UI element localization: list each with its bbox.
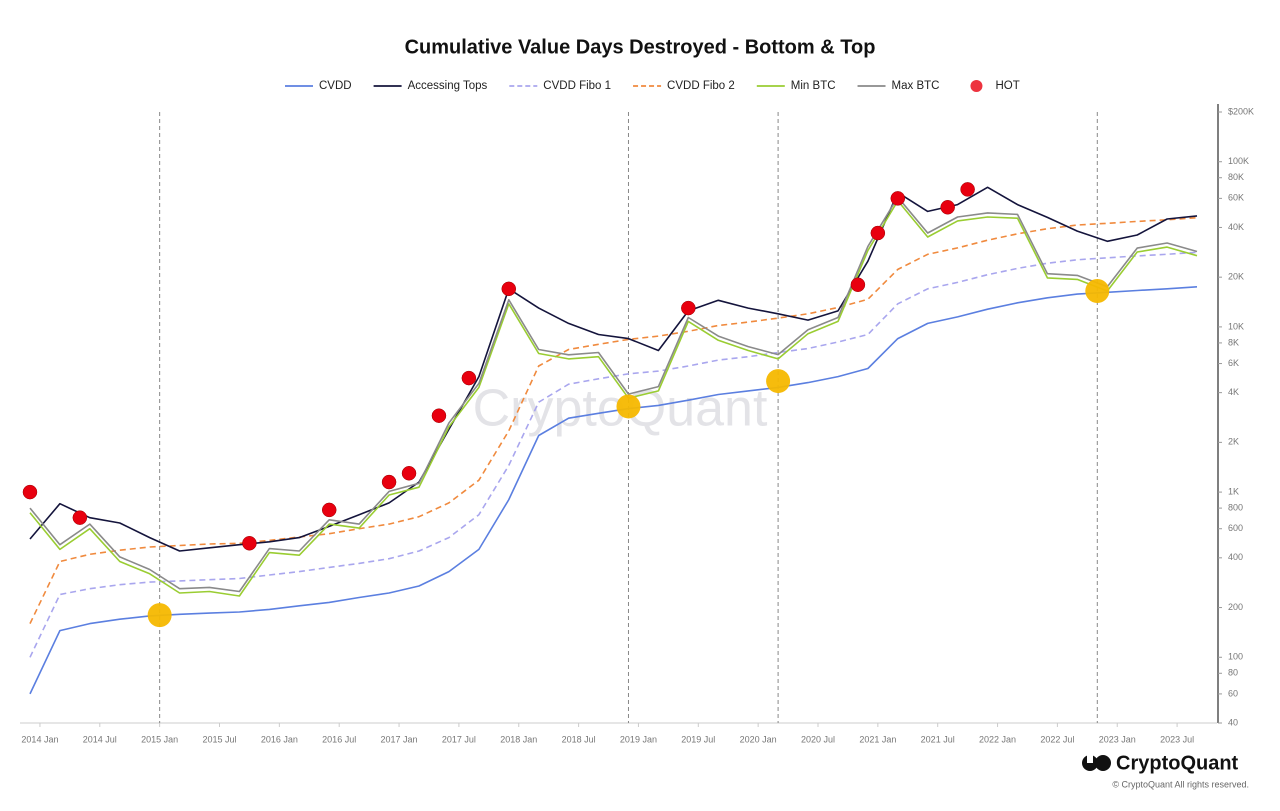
x-tick-label: 2023 Jan	[1099, 734, 1136, 744]
x-tick-label: 2019 Jan	[620, 734, 657, 744]
y-tick-label: 40K	[1228, 222, 1244, 232]
series-line	[29, 216, 1198, 624]
copyright: © CryptoQuant All rights reserved.	[1112, 779, 1249, 789]
x-tick-label: 2021 Jul	[921, 734, 955, 744]
legend-label: Max BTC	[892, 80, 940, 92]
hot-point	[940, 200, 955, 215]
brand-logo	[1082, 755, 1111, 771]
hot-point	[461, 370, 477, 386]
bottom-point	[616, 394, 641, 419]
legend-item: CVDD	[285, 80, 352, 92]
x-tick-label: 2018 Jan	[500, 734, 537, 744]
x-tick-label: 2022 Jul	[1040, 734, 1074, 744]
y-tick-label: 8K	[1228, 337, 1239, 347]
x-tick-label: 2014 Jul	[83, 734, 117, 744]
y-tick-label: 200	[1228, 602, 1243, 612]
hot-point	[431, 408, 447, 423]
x-tick-label: 2016 Jul	[322, 734, 356, 744]
legend-label: CVDD Fibo 1	[543, 80, 611, 92]
hot-point	[960, 182, 975, 197]
series-line	[29, 286, 1198, 695]
hot-point	[850, 277, 866, 292]
x-tick-label: 2016 Jan	[261, 734, 298, 744]
legend-label: HOT	[995, 80, 1019, 92]
legend-item: Accessing Tops	[373, 80, 488, 92]
chart-title: Cumulative Value Days Destroyed - Bottom…	[405, 36, 876, 58]
hot-point	[681, 300, 696, 316]
legend-item: HOT	[970, 80, 1020, 92]
y-tick-label: 2K	[1228, 437, 1239, 447]
series-line	[29, 186, 1198, 552]
hot-point	[501, 281, 517, 297]
y-tick-label: $200K	[1228, 106, 1254, 116]
x-tick-label: 2018 Jul	[562, 734, 596, 744]
x-tick-label: 2015 Jan	[141, 734, 178, 744]
hot-point	[22, 484, 38, 500]
legend-item: Min BTC	[756, 80, 836, 92]
x-tick-label: 2014 Jan	[21, 734, 58, 744]
y-tick-label: 100	[1228, 652, 1243, 662]
y-tick-label: 600	[1228, 523, 1243, 533]
y-tick-label: 80K	[1228, 172, 1244, 182]
legend-label: CVDD Fibo 2	[667, 80, 735, 92]
hot-point	[242, 536, 257, 551]
hot-point	[401, 466, 417, 481]
series-line	[29, 196, 1198, 593]
hot-point	[321, 502, 337, 518]
y-tick-label: 60K	[1228, 193, 1244, 203]
y-tick-label: 10K	[1228, 321, 1244, 331]
x-tick-label: 2021 Jan	[859, 734, 896, 744]
legend-label: Accessing Tops	[408, 80, 488, 92]
y-tick-label: 800	[1228, 502, 1243, 512]
y-tick-label: 4K	[1228, 387, 1239, 397]
y-tick-label: 20K	[1228, 272, 1244, 282]
x-tick-label: 2023 Jul	[1160, 734, 1194, 744]
y-tick-label: 6K	[1228, 358, 1239, 368]
legend-item: Max BTC	[857, 80, 940, 92]
legend-item: CVDD Fibo 2	[633, 80, 735, 92]
bottom-point	[147, 603, 172, 628]
hot-point	[870, 225, 886, 241]
legend: CVDD Accessing Tops CVDD Fibo 1 CVDD Fibo 2…	[285, 80, 1020, 92]
y-tick-label: 100K	[1228, 156, 1249, 166]
hot-point	[72, 510, 88, 525]
x-tick-label: 2019 Jul	[681, 734, 715, 744]
legend-label: CVDD	[319, 80, 352, 92]
x-tick-label: 2017 Jan	[381, 734, 418, 744]
hot-point	[890, 191, 906, 206]
y-tick-label: 400	[1228, 552, 1243, 562]
bottom-point	[1085, 278, 1110, 303]
x-tick-label: 2017 Jul	[442, 734, 476, 744]
y-tick-label: 80	[1228, 668, 1238, 678]
x-tick-label: 2022 Jan	[979, 734, 1016, 744]
series-line	[29, 200, 1198, 597]
bottom-point	[766, 369, 791, 394]
hot-point	[381, 474, 397, 490]
x-tick-label: 2020 Jan	[740, 734, 777, 744]
x-tick-label: 2020 Jul	[801, 734, 835, 744]
x-tick-label: 2015 Jul	[202, 734, 236, 744]
legend-item: CVDD Fibo 1	[509, 80, 611, 92]
legend-label: Min BTC	[791, 80, 836, 92]
y-tick-label: 1K	[1228, 486, 1239, 496]
brand: CryptoQuant	[1116, 752, 1239, 774]
y-tick-label: 60	[1228, 688, 1238, 698]
y-tick-label: 40	[1228, 717, 1238, 727]
legend-swatch	[970, 80, 983, 92]
